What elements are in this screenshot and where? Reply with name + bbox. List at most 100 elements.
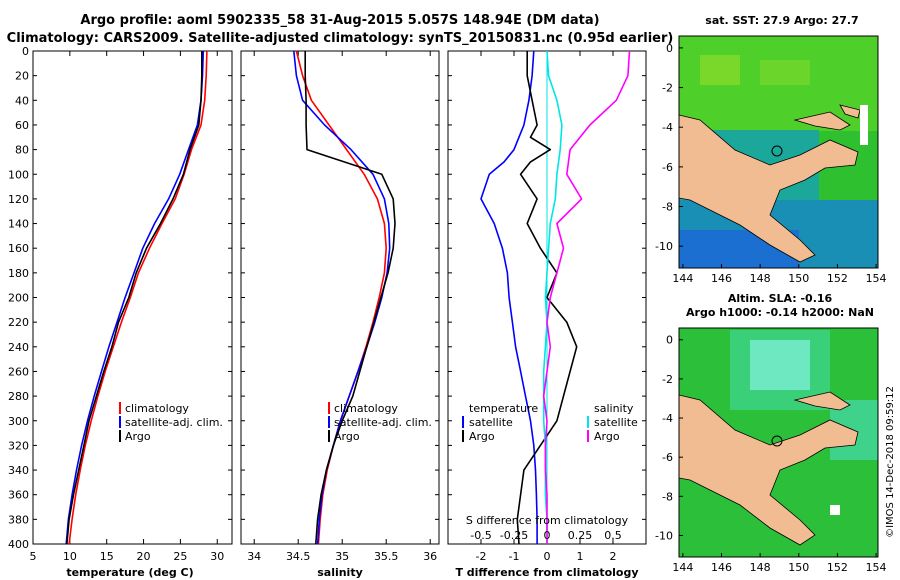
land-new-guinea — [679, 114, 859, 263]
latitude-tick-label: 0 — [666, 42, 673, 55]
longitude-tick-label: 150 — [788, 272, 809, 285]
land-new-britain — [793, 111, 851, 131]
depth-tick-label: 360 — [8, 489, 29, 502]
x-tick-label: 15 — [100, 550, 114, 563]
legend-label-argo: Argo — [125, 430, 151, 443]
legend-title-temperature: temperature — [469, 402, 538, 415]
legend-label-satellite-adj: satellite-adj. clim. — [334, 416, 432, 429]
depth-tick-label: 160 — [8, 242, 29, 255]
x-tick-label: 30 — [210, 550, 224, 563]
land-new-britain — [793, 391, 851, 411]
longitude-tick-label: 148 — [750, 561, 771, 574]
depth-tick-label: 80 — [15, 144, 29, 157]
series-line-satellite-adj-clim- — [65, 50, 205, 545]
sst-map: sat. SST: 27.9 Argo: 27.7 144 146 148 150 15… — [655, 14, 887, 285]
depth-tick-label: 400 — [8, 538, 29, 551]
temperature-x-axis: 5 10 15 20 25 30 — [30, 51, 224, 563]
depth-tick-label: 40 — [15, 94, 29, 107]
s-difference-tick-label: -0.5 — [470, 529, 491, 542]
legend-swatch-satellite-adj — [328, 416, 330, 428]
legend-swatch-climatology — [119, 402, 121, 414]
difference-panel: -2 -1 0 1 2 S difference from climatology -0… — [447, 50, 647, 579]
legend-label-temp-argo: Argo — [469, 430, 495, 443]
sla-map-title-line1: Altim. SLA: -0.16 — [728, 292, 833, 305]
x-tick-label: 35 — [335, 550, 349, 563]
difference-legend-temperature: temperature satellite Argo — [462, 402, 538, 443]
salinity-plot-frame — [240, 50, 440, 545]
series-line-climatology — [295, 50, 388, 545]
depth-tick-label: 260 — [8, 365, 29, 378]
temperature-x-label: temperature (deg C) — [66, 566, 193, 579]
difference-y-ticks — [448, 50, 646, 545]
depth-tick-label: 220 — [8, 316, 29, 329]
depth-tick-label: 240 — [8, 341, 29, 354]
legend-swatch-sal-argo — [587, 430, 589, 442]
latitude-tick-label: -8 — [662, 201, 673, 214]
land-new-guinea — [679, 394, 859, 546]
temperature-plot-frame — [32, 50, 233, 545]
temperature-panel: 0 20 40 60 80 100 120 140 160 180 200 220 240 260 280 3… — [8, 45, 233, 579]
x-tick-label: -1 — [509, 550, 520, 563]
x-tick-label: 2 — [610, 550, 617, 563]
sla-map-frame — [678, 327, 879, 558]
depth-tick-label: 320 — [8, 439, 29, 452]
legend-label-argo: Argo — [334, 430, 360, 443]
x-tick-label: 25 — [173, 550, 187, 563]
x-tick-label: 5 — [30, 550, 37, 563]
legend-swatch-argo — [119, 430, 121, 442]
depth-tick-label: 280 — [8, 390, 29, 403]
longitude-tick-label: 150 — [788, 561, 809, 574]
difference-top-scale: S difference from climatology -0.5 -0.25 0… — [466, 514, 629, 542]
salinity-legend: climatology satellite-adj. clim. Argo — [328, 402, 432, 443]
series-line-salinity-argo — [542, 50, 631, 544]
longitude-tick-label: 152 — [827, 272, 848, 285]
land-island — [839, 104, 861, 119]
depth-tick-label: 380 — [8, 513, 29, 526]
latitude-tick-label: -10 — [655, 240, 673, 253]
depth-tick-label: 200 — [8, 292, 29, 305]
x-tick-label: 0 — [544, 550, 551, 563]
depth-tick-label: 0 — [22, 45, 29, 58]
x-tick-label: 10 — [63, 550, 77, 563]
latitude-tick-label: -2 — [662, 82, 673, 95]
depth-tick-label: 300 — [8, 415, 29, 428]
legend-label-satellite-adj: satellite-adj. clim. — [125, 416, 223, 429]
salinity-x-label: salinity — [317, 566, 363, 579]
depth-tick-label: 100 — [8, 168, 29, 181]
salinity-y-ticks — [241, 50, 439, 545]
x-tick-label: 20 — [137, 550, 151, 563]
s-difference-tick-label: 0.5 — [604, 529, 622, 542]
sst-patch — [700, 55, 740, 85]
x-tick-label: 34 — [247, 550, 261, 563]
latitude-tick-label: -4 — [662, 121, 673, 134]
x-tick-label: 35.5 — [374, 550, 399, 563]
latitude-tick-label: 0 — [666, 334, 673, 347]
missing-data-patch — [830, 505, 840, 515]
sla-patch — [750, 340, 810, 390]
missing-data-patch — [860, 105, 868, 145]
latitude-tick-label: -2 — [662, 373, 673, 386]
difference-legend-salinity: salinity satellite Argo — [587, 402, 638, 443]
latitude-tick-label: -6 — [662, 161, 673, 174]
longitude-tick-label: 144 — [672, 272, 693, 285]
temperature-legend: climatology satellite-adj. clim. Argo — [119, 402, 223, 443]
series-line-satellite-adj-clim- — [293, 50, 391, 545]
depth-tick-label: 140 — [8, 218, 29, 231]
series-line-climatology — [68, 50, 208, 545]
difference-series — [480, 50, 631, 545]
longitude-tick-label: 144 — [672, 561, 693, 574]
s-difference-tick-label: 0.25 — [568, 529, 593, 542]
figure-title-line2: Climatology: CARS2009. Satellite-adjuste… — [7, 31, 674, 46]
depth-axis: 0 20 40 60 80 100 120 140 160 180 200 220 240 260 280 3… — [8, 45, 232, 551]
legend-label-sal-argo: Argo — [594, 430, 620, 443]
longitude-tick-label: 154 — [866, 561, 887, 574]
longitude-tick-label: 154 — [866, 272, 887, 285]
depth-tick-label: 340 — [8, 464, 29, 477]
depth-tick-label: 20 — [15, 70, 29, 83]
series-line-temperature-satellite — [480, 50, 538, 544]
sst-map-title: sat. SST: 27.9 Argo: 27.7 — [705, 14, 858, 27]
argo-location-marker — [771, 145, 783, 157]
depth-tick-label: 60 — [15, 119, 29, 132]
legend-label-climatology: climatology — [125, 402, 189, 415]
